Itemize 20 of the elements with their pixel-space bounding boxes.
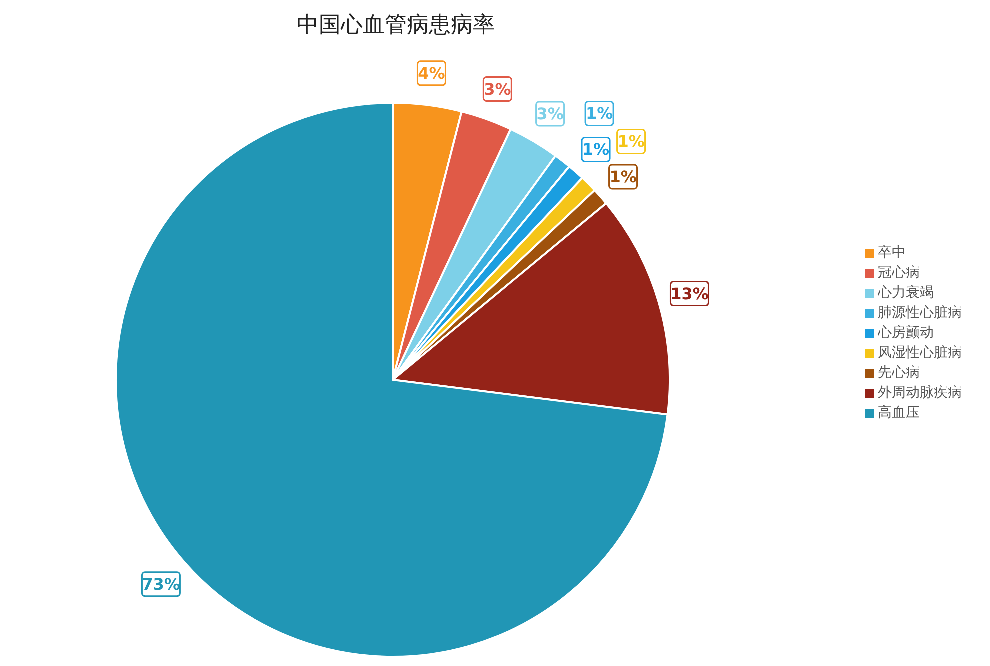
data-label: 13% — [670, 284, 709, 304]
legend-label: 外周动脉疾病 — [878, 385, 962, 401]
data-label: 1% — [582, 140, 610, 160]
pie-slice — [115, 102, 669, 658]
legend-label: 风湿性心脏病 — [878, 345, 962, 361]
data-label: 4% — [418, 64, 446, 83]
data-label: 1% — [586, 104, 614, 124]
legend-label: 冠心病 — [878, 265, 920, 281]
legend-label: 卒中 — [878, 245, 906, 261]
data-label: 1% — [610, 167, 637, 186]
data-label: 3% — [536, 104, 564, 124]
data-label: 73% — [142, 574, 180, 594]
legend-label: 先心病 — [878, 365, 920, 381]
data-label: 1% — [618, 132, 645, 152]
legend-label: 心房颤动 — [878, 325, 934, 341]
legend-label: 高血压 — [878, 405, 920, 421]
data-label: 3% — [484, 80, 512, 99]
legend-label: 心力衰竭 — [878, 285, 934, 301]
legend-label: 肺源性心脏病 — [878, 305, 962, 321]
chart-title: 中国心血管病患病率 — [296, 12, 496, 40]
